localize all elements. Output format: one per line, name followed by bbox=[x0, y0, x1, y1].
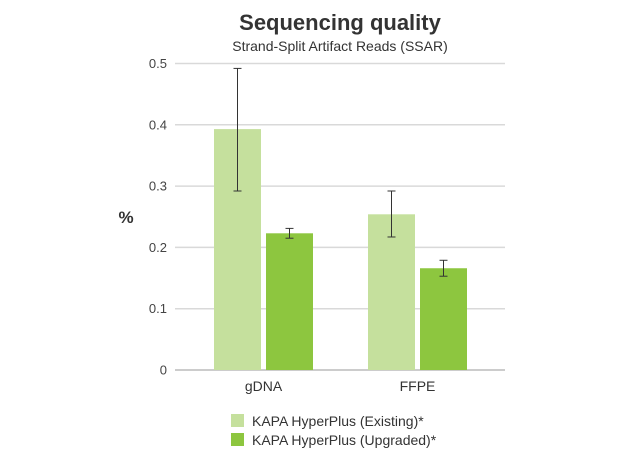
x-tick-label: gDNA bbox=[245, 378, 283, 394]
legend-swatch bbox=[231, 414, 244, 427]
y-tick-label: 0.4 bbox=[149, 117, 167, 132]
bar bbox=[266, 233, 313, 370]
x-tick-label: FFPE bbox=[400, 378, 436, 394]
chart-title: Sequencing quality bbox=[239, 10, 441, 35]
y-tick-label: 0 bbox=[160, 363, 167, 378]
legend-label: KAPA HyperPlus (Upgraded)* bbox=[252, 432, 437, 448]
bar bbox=[420, 268, 467, 370]
chart-subtitle: Strand-Split Artifact Reads (SSAR) bbox=[232, 38, 448, 54]
y-tick-label: 0.1 bbox=[149, 301, 167, 316]
bar bbox=[368, 214, 415, 370]
y-tick-label: 0.5 bbox=[149, 56, 167, 71]
y-axis-label: % bbox=[118, 208, 133, 227]
legend-label: KAPA HyperPlus (Existing)* bbox=[252, 413, 424, 429]
legend-swatch bbox=[231, 433, 244, 446]
y-tick-label: 0.3 bbox=[149, 179, 167, 194]
y-tick-label: 0.2 bbox=[149, 240, 167, 255]
